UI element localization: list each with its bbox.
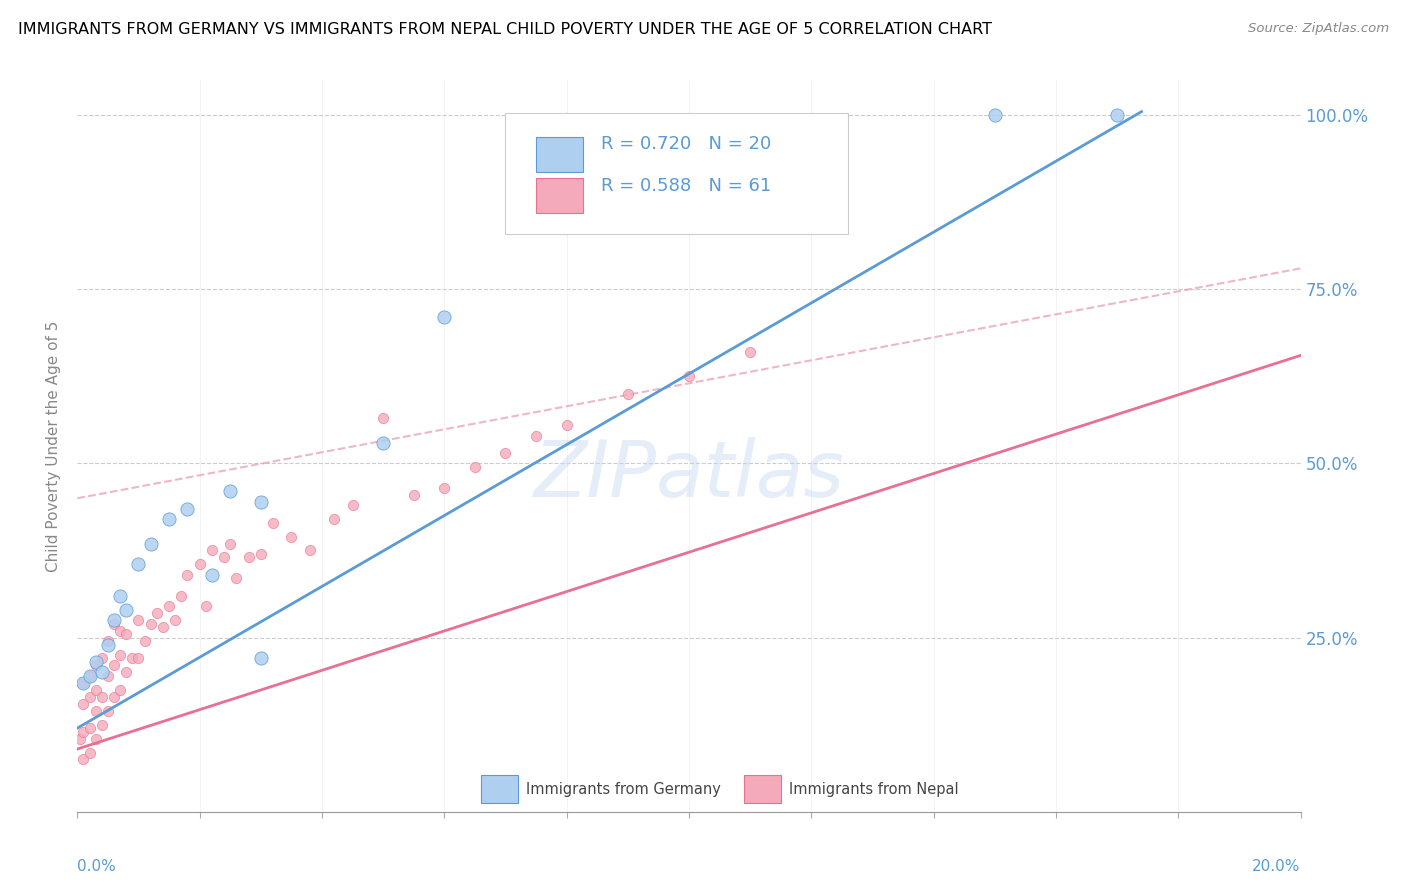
- Point: [194, 599, 217, 614]
- Point: [250, 651, 273, 665]
- Point: [984, 108, 1007, 122]
- Point: [555, 418, 578, 433]
- Point: [740, 345, 762, 359]
- Point: [298, 543, 321, 558]
- Point: [72, 676, 94, 690]
- Point: [433, 310, 456, 325]
- FancyBboxPatch shape: [744, 775, 780, 803]
- Point: [464, 459, 486, 474]
- Point: [90, 651, 112, 665]
- Point: [371, 435, 394, 450]
- Point: [69, 731, 91, 746]
- Y-axis label: Child Poverty Under the Age of 5: Child Poverty Under the Age of 5: [46, 320, 62, 572]
- Point: [1107, 108, 1129, 122]
- Point: [84, 655, 107, 669]
- Point: [90, 690, 112, 704]
- Point: [262, 516, 284, 530]
- Point: [103, 613, 125, 627]
- Point: [115, 665, 138, 680]
- Point: [108, 648, 131, 662]
- Point: [103, 616, 125, 631]
- Text: R = 0.588   N = 61: R = 0.588 N = 61: [600, 177, 770, 194]
- FancyBboxPatch shape: [536, 136, 582, 171]
- Point: [79, 669, 101, 683]
- Point: [165, 613, 187, 627]
- Point: [103, 658, 125, 673]
- Point: [128, 651, 150, 665]
- Point: [90, 665, 112, 680]
- Point: [72, 676, 94, 690]
- Point: [495, 446, 517, 460]
- Point: [72, 697, 94, 711]
- Text: IMMIGRANTS FROM GERMANY VS IMMIGRANTS FROM NEPAL CHILD POVERTY UNDER THE AGE OF : IMMIGRANTS FROM GERMANY VS IMMIGRANTS FR…: [18, 22, 993, 37]
- Point: [84, 731, 107, 746]
- Point: [97, 634, 120, 648]
- Point: [170, 589, 193, 603]
- Point: [108, 682, 131, 697]
- Point: [128, 613, 150, 627]
- Point: [84, 658, 107, 673]
- FancyBboxPatch shape: [481, 775, 517, 803]
- Point: [134, 634, 156, 648]
- FancyBboxPatch shape: [506, 113, 848, 234]
- Point: [103, 690, 125, 704]
- Text: 20.0%: 20.0%: [1253, 859, 1301, 874]
- Point: [128, 558, 150, 572]
- Point: [97, 638, 120, 652]
- Point: [115, 603, 138, 617]
- Point: [79, 690, 101, 704]
- Point: [617, 386, 640, 401]
- Point: [524, 428, 547, 442]
- Point: [201, 567, 224, 582]
- Point: [238, 550, 260, 565]
- Point: [79, 721, 101, 735]
- FancyBboxPatch shape: [536, 178, 582, 213]
- Point: [402, 488, 425, 502]
- Point: [72, 724, 94, 739]
- Point: [97, 669, 120, 683]
- Point: [433, 481, 456, 495]
- Point: [139, 536, 162, 550]
- Point: [97, 704, 120, 718]
- Point: [121, 651, 143, 665]
- Point: [84, 682, 107, 697]
- Point: [115, 627, 138, 641]
- Point: [342, 498, 364, 512]
- Point: [188, 558, 211, 572]
- Point: [84, 704, 107, 718]
- Point: [108, 589, 131, 603]
- Point: [176, 567, 198, 582]
- Point: [371, 411, 394, 425]
- Point: [678, 369, 700, 384]
- Point: [146, 606, 169, 620]
- Point: [79, 746, 101, 760]
- Point: [139, 616, 162, 631]
- Point: [219, 484, 242, 499]
- Text: R = 0.720   N = 20: R = 0.720 N = 20: [600, 136, 770, 153]
- Point: [219, 536, 242, 550]
- Point: [157, 599, 180, 614]
- Text: Immigrants from Nepal: Immigrants from Nepal: [789, 782, 959, 797]
- Point: [323, 512, 346, 526]
- Point: [212, 550, 235, 565]
- Point: [157, 512, 180, 526]
- Point: [250, 547, 273, 561]
- Text: Source: ZipAtlas.com: Source: ZipAtlas.com: [1249, 22, 1389, 36]
- Text: Immigrants from Germany: Immigrants from Germany: [526, 782, 721, 797]
- Point: [201, 543, 224, 558]
- Point: [152, 620, 174, 634]
- Point: [90, 717, 112, 731]
- Point: [250, 494, 273, 508]
- Point: [108, 624, 131, 638]
- Point: [72, 752, 94, 766]
- Point: [280, 530, 302, 544]
- Point: [79, 669, 101, 683]
- Point: [176, 501, 198, 516]
- Text: 0.0%: 0.0%: [77, 859, 117, 874]
- Text: ZIPatlas: ZIPatlas: [533, 437, 845, 513]
- Point: [225, 571, 247, 585]
